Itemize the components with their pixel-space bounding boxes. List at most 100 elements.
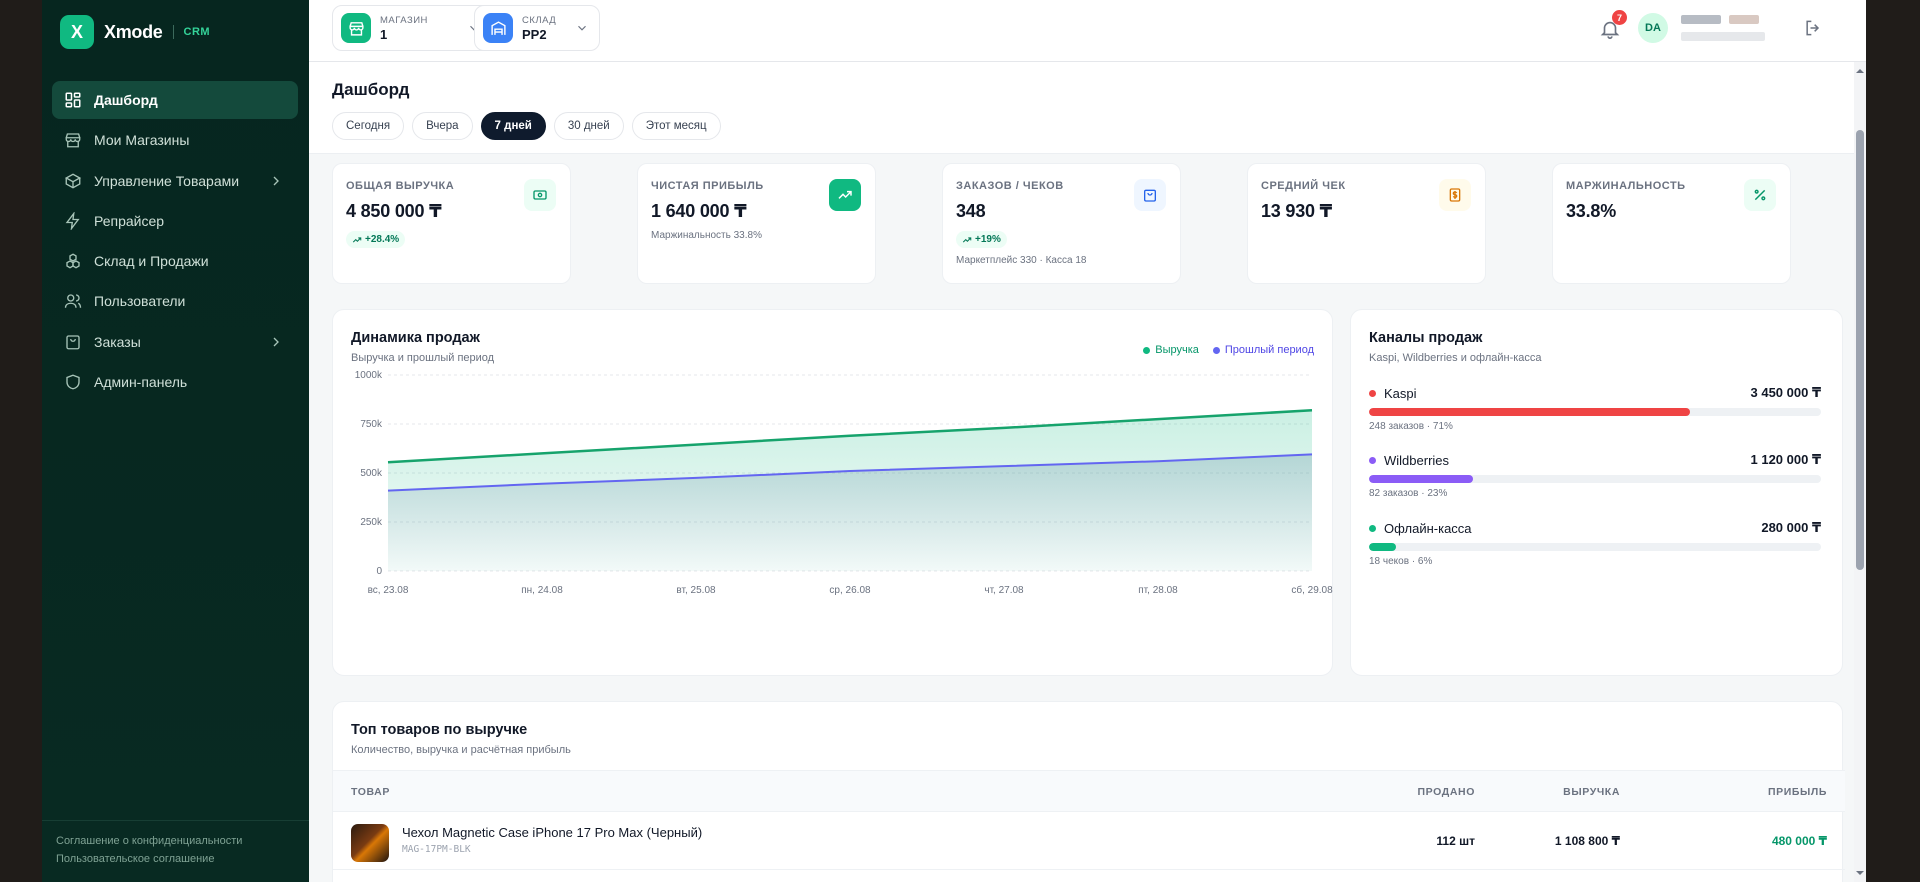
main-content: МАГАЗИН 1 СКЛАД PP2 7 DA Дашборд: [309, 0, 1866, 882]
period-chip-30-days[interactable]: 30 дней: [553, 112, 624, 140]
brand[interactable]: X Xmode CRM: [60, 15, 210, 49]
top-products-title: Топ товаров по выручке: [351, 722, 528, 738]
warehouse-selector[interactable]: СКЛАД PP2: [474, 5, 601, 51]
shield-icon: [64, 373, 82, 391]
column-header-product[interactable]: ТОВАР: [351, 786, 390, 798]
series-area-revenue: [388, 410, 1312, 571]
kpi-label: МАРЖИНАЛЬНОСТЬ: [1566, 180, 1686, 192]
product-name[interactable]: Чехол Magnetic Case iPhone 17 Pro Max (Ч…: [402, 825, 703, 840]
y-tick-label: 250k: [360, 517, 383, 528]
sidebar-item-admin[interactable]: Админ-панель: [52, 363, 298, 401]
sidebar-item-users[interactable]: Пользователи: [52, 282, 298, 320]
kpi-subtext: Маржинальность 33.8%: [651, 230, 762, 241]
kpi-value: 13 930 ₸: [1261, 201, 1332, 221]
channel-name: Kaspi: [1384, 385, 1417, 401]
channel-meta: 82 заказов · 23%: [1369, 488, 1448, 499]
period-filter: Сегодня Вчера 7 дней 30 дней Этот месяц: [332, 112, 721, 140]
period-chip-today[interactable]: Сегодня: [332, 112, 405, 140]
kpi-trend-badge: +19%: [956, 231, 1007, 248]
kpi-value: 1 640 000 ₸: [651, 201, 747, 221]
sidebar-item-label: Дашборд: [94, 92, 158, 108]
store-selector[interactable]: МАГАЗИН 1: [332, 5, 492, 51]
notification-badge: 7: [1612, 10, 1627, 25]
kpi-card-net-profit: ЧИСТАЯ ПРИБЫЛЬ 1 640 000 ₸ Маржинальност…: [637, 163, 876, 284]
chevron-down-icon: [578, 25, 587, 31]
scrollbar[interactable]: [1854, 62, 1866, 882]
sidebar-item-dashboard[interactable]: Дашборд: [52, 81, 298, 119]
table-row[interactable]: Чехол Magnetic Case iPhone 17 Pro Max (Ч…: [333, 812, 1845, 870]
privacy-link[interactable]: Соглашение о конфиденциальности: [56, 835, 243, 847]
channel-row-offline: Офлайн-касса 280 000 ₸ 18 чеков · 6%: [1369, 520, 1821, 567]
dollar-icon: [1439, 179, 1471, 211]
trending-up-icon: [829, 179, 861, 211]
sidebar-item-stores[interactable]: Мои Магазины: [52, 121, 298, 159]
sidebar-item-label: Управление Товарами: [94, 172, 240, 189]
channels-title: Каналы продаж: [1369, 330, 1483, 346]
sidebar-item-warehouse[interactable]: Склад и Продажи: [52, 242, 298, 280]
warehouse-selector-caption: СКЛАД: [522, 14, 557, 26]
kpi-subtext: Маркетплейс 330 · Касса 18: [956, 254, 1087, 266]
store-icon: [64, 131, 82, 149]
sidebar-item-orders[interactable]: Заказы: [52, 323, 298, 361]
table-header: ТОВАР ПРОДАНО ВЫРУЧКА ПРИБЫЛЬ: [333, 770, 1845, 812]
sidebar-item-products[interactable]: Управление Товарами: [52, 162, 298, 200]
brand-logo: X: [60, 15, 94, 49]
x-tick-label: вс, 23.08: [368, 585, 409, 596]
channel-amount: 3 450 000 ₸: [1750, 385, 1822, 400]
trending-up-icon: [962, 236, 972, 242]
store-selector-value: 1: [380, 26, 388, 42]
sales-area-chart: 0 250k 500k 750k 1000k вс, 23.08 пн, 24.08 вт, …: [355, 370, 1333, 596]
page-header: Дашборд Сегодня Вчера 7 дней 30 дней Это…: [309, 62, 1866, 154]
terms-link[interactable]: Пользовательское соглашение: [56, 853, 215, 865]
cash-icon: [524, 179, 556, 211]
column-header-profit[interactable]: ПРИБЫЛЬ: [1767, 786, 1827, 798]
kpi-card-average-check: СРЕДНИЙ ЧЕК 13 930 ₸: [1247, 163, 1486, 284]
logout-icon[interactable]: [1803, 18, 1823, 38]
sales-chart-subtitle: Выручка и прошлый период: [351, 352, 495, 364]
kpi-label: ЗАКАЗОВ / ЧЕКОВ: [956, 180, 1064, 192]
channel-meta: 248 заказов · 71%: [1369, 421, 1453, 432]
chart-legend: Выручка Прошлый период: [1143, 344, 1314, 356]
sidebar-item-label: Репрайсер: [94, 212, 165, 229]
kpi-label: ОБЩАЯ ВЫРУЧКА: [346, 180, 455, 192]
channel-progress-bar: [1369, 475, 1821, 483]
channel-progress-fill: [1369, 543, 1397, 551]
y-tick-label: 750k: [360, 419, 383, 430]
x-tick-label: пн, 24.08: [521, 585, 563, 596]
column-header-sold[interactable]: ПРОДАНО: [1417, 786, 1475, 798]
legend-item-previous[interactable]: Прошлый период: [1212, 344, 1314, 356]
kpi-trend-value: +19%: [975, 234, 1001, 245]
channel-row-wildberries: Wildberries 1 120 000 ₸ 82 заказов · 23%: [1369, 452, 1821, 499]
channel-progress-bar: [1369, 408, 1821, 416]
legend-item-revenue[interactable]: Выручка: [1143, 344, 1199, 356]
boxes-icon: [64, 252, 82, 270]
sidebar-item-repricer[interactable]: Репрайсер: [52, 202, 298, 240]
sidebar-nav: Дашборд Мои Магазины Управление Товарами…: [52, 81, 298, 403]
avatar[interactable]: DA: [1638, 13, 1668, 43]
sales-chart-card: Динамика продаж Выручка и прошлый период…: [332, 309, 1333, 676]
trending-up-icon: [352, 236, 362, 242]
period-chip-yesterday[interactable]: Вчера: [412, 112, 473, 140]
period-chip-this-month[interactable]: Этот месяц: [631, 112, 721, 140]
kpi-trend-badge: +28.4%: [346, 231, 406, 248]
bolt-icon: [64, 211, 82, 230]
scroll-up-icon[interactable]: [1854, 66, 1866, 76]
channel-dot: [1369, 456, 1376, 464]
scroll-down-icon[interactable]: [1854, 868, 1866, 878]
brand-name: Xmode: [104, 21, 163, 42]
legend-label: Выручка: [1155, 344, 1199, 356]
product-revenue: 1 108 800 ₸: [1554, 834, 1620, 848]
top-products-subtitle: Количество, выручка и расчётная прибыль: [351, 744, 571, 756]
sales-chart-title: Динамика продаж: [351, 330, 480, 346]
column-header-revenue[interactable]: ВЫРУЧКА: [1563, 786, 1620, 798]
period-chip-7-days[interactable]: 7 дней: [480, 112, 546, 140]
page-title: Дашборд: [332, 80, 410, 99]
users-icon: [64, 292, 82, 310]
channel-dot: [1369, 524, 1376, 532]
channel-progress-bar: [1369, 543, 1821, 551]
sidebar-item-label: Заказы: [94, 333, 141, 350]
scrollbar-thumb[interactable]: [1856, 130, 1864, 570]
grid-icon: [64, 91, 82, 109]
bell-icon[interactable]: [1599, 18, 1621, 40]
kpi-trend-value: +28.4%: [365, 234, 400, 245]
